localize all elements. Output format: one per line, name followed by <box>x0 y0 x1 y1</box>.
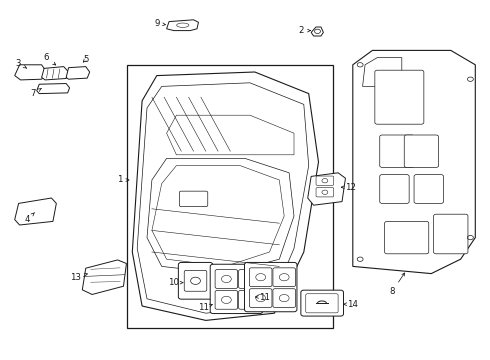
FancyBboxPatch shape <box>385 221 429 254</box>
Circle shape <box>267 290 272 293</box>
Polygon shape <box>137 83 309 313</box>
Circle shape <box>257 304 262 308</box>
FancyBboxPatch shape <box>273 289 295 307</box>
FancyBboxPatch shape <box>215 270 238 288</box>
Ellipse shape <box>176 23 189 27</box>
Text: 10: 10 <box>169 278 183 287</box>
Text: 11: 11 <box>198 303 212 312</box>
FancyBboxPatch shape <box>301 290 343 316</box>
Circle shape <box>287 290 292 293</box>
Polygon shape <box>15 65 47 80</box>
Polygon shape <box>353 50 475 274</box>
Text: 11: 11 <box>256 292 270 302</box>
Polygon shape <box>311 27 323 36</box>
FancyBboxPatch shape <box>375 70 424 124</box>
FancyBboxPatch shape <box>245 262 297 312</box>
FancyBboxPatch shape <box>434 214 468 254</box>
Polygon shape <box>66 67 90 79</box>
Circle shape <box>252 297 257 301</box>
Circle shape <box>257 290 262 293</box>
FancyBboxPatch shape <box>239 291 261 309</box>
Circle shape <box>282 283 287 286</box>
Circle shape <box>252 283 257 286</box>
Polygon shape <box>15 198 56 225</box>
Circle shape <box>247 290 252 293</box>
Circle shape <box>262 283 267 286</box>
Text: 7: 7 <box>30 89 41 98</box>
Polygon shape <box>147 158 294 274</box>
Text: 14: 14 <box>344 300 358 309</box>
Text: 9: 9 <box>154 19 166 28</box>
Text: 2: 2 <box>298 26 310 35</box>
Polygon shape <box>82 260 126 294</box>
Polygon shape <box>152 166 284 266</box>
FancyBboxPatch shape <box>404 135 439 167</box>
FancyBboxPatch shape <box>380 135 414 167</box>
FancyBboxPatch shape <box>316 188 334 197</box>
Text: 3: 3 <box>16 58 26 68</box>
Text: 12: 12 <box>342 183 356 192</box>
Text: 6: 6 <box>44 53 56 65</box>
Text: 1: 1 <box>117 175 129 184</box>
Circle shape <box>267 304 272 308</box>
FancyBboxPatch shape <box>306 294 338 313</box>
Polygon shape <box>167 115 294 155</box>
Circle shape <box>272 297 277 301</box>
Polygon shape <box>37 84 70 94</box>
Text: 13: 13 <box>71 273 87 282</box>
FancyBboxPatch shape <box>210 264 263 314</box>
Circle shape <box>262 297 267 301</box>
Polygon shape <box>167 20 198 31</box>
FancyBboxPatch shape <box>249 268 272 287</box>
Text: 5: 5 <box>83 55 89 64</box>
Text: 4: 4 <box>24 213 34 224</box>
Polygon shape <box>42 67 69 80</box>
Circle shape <box>277 290 282 293</box>
Polygon shape <box>308 173 345 205</box>
FancyBboxPatch shape <box>178 262 213 299</box>
FancyBboxPatch shape <box>215 291 238 309</box>
FancyBboxPatch shape <box>184 270 207 291</box>
Circle shape <box>277 304 282 308</box>
Circle shape <box>272 283 277 286</box>
Polygon shape <box>132 72 318 320</box>
FancyBboxPatch shape <box>239 270 261 288</box>
Circle shape <box>282 297 287 301</box>
Text: 8: 8 <box>389 273 405 296</box>
FancyBboxPatch shape <box>273 268 295 287</box>
Polygon shape <box>363 58 402 86</box>
FancyBboxPatch shape <box>380 175 409 203</box>
FancyBboxPatch shape <box>127 65 333 328</box>
FancyBboxPatch shape <box>179 191 208 207</box>
FancyBboxPatch shape <box>414 175 443 203</box>
FancyBboxPatch shape <box>316 176 334 185</box>
FancyBboxPatch shape <box>249 289 272 307</box>
